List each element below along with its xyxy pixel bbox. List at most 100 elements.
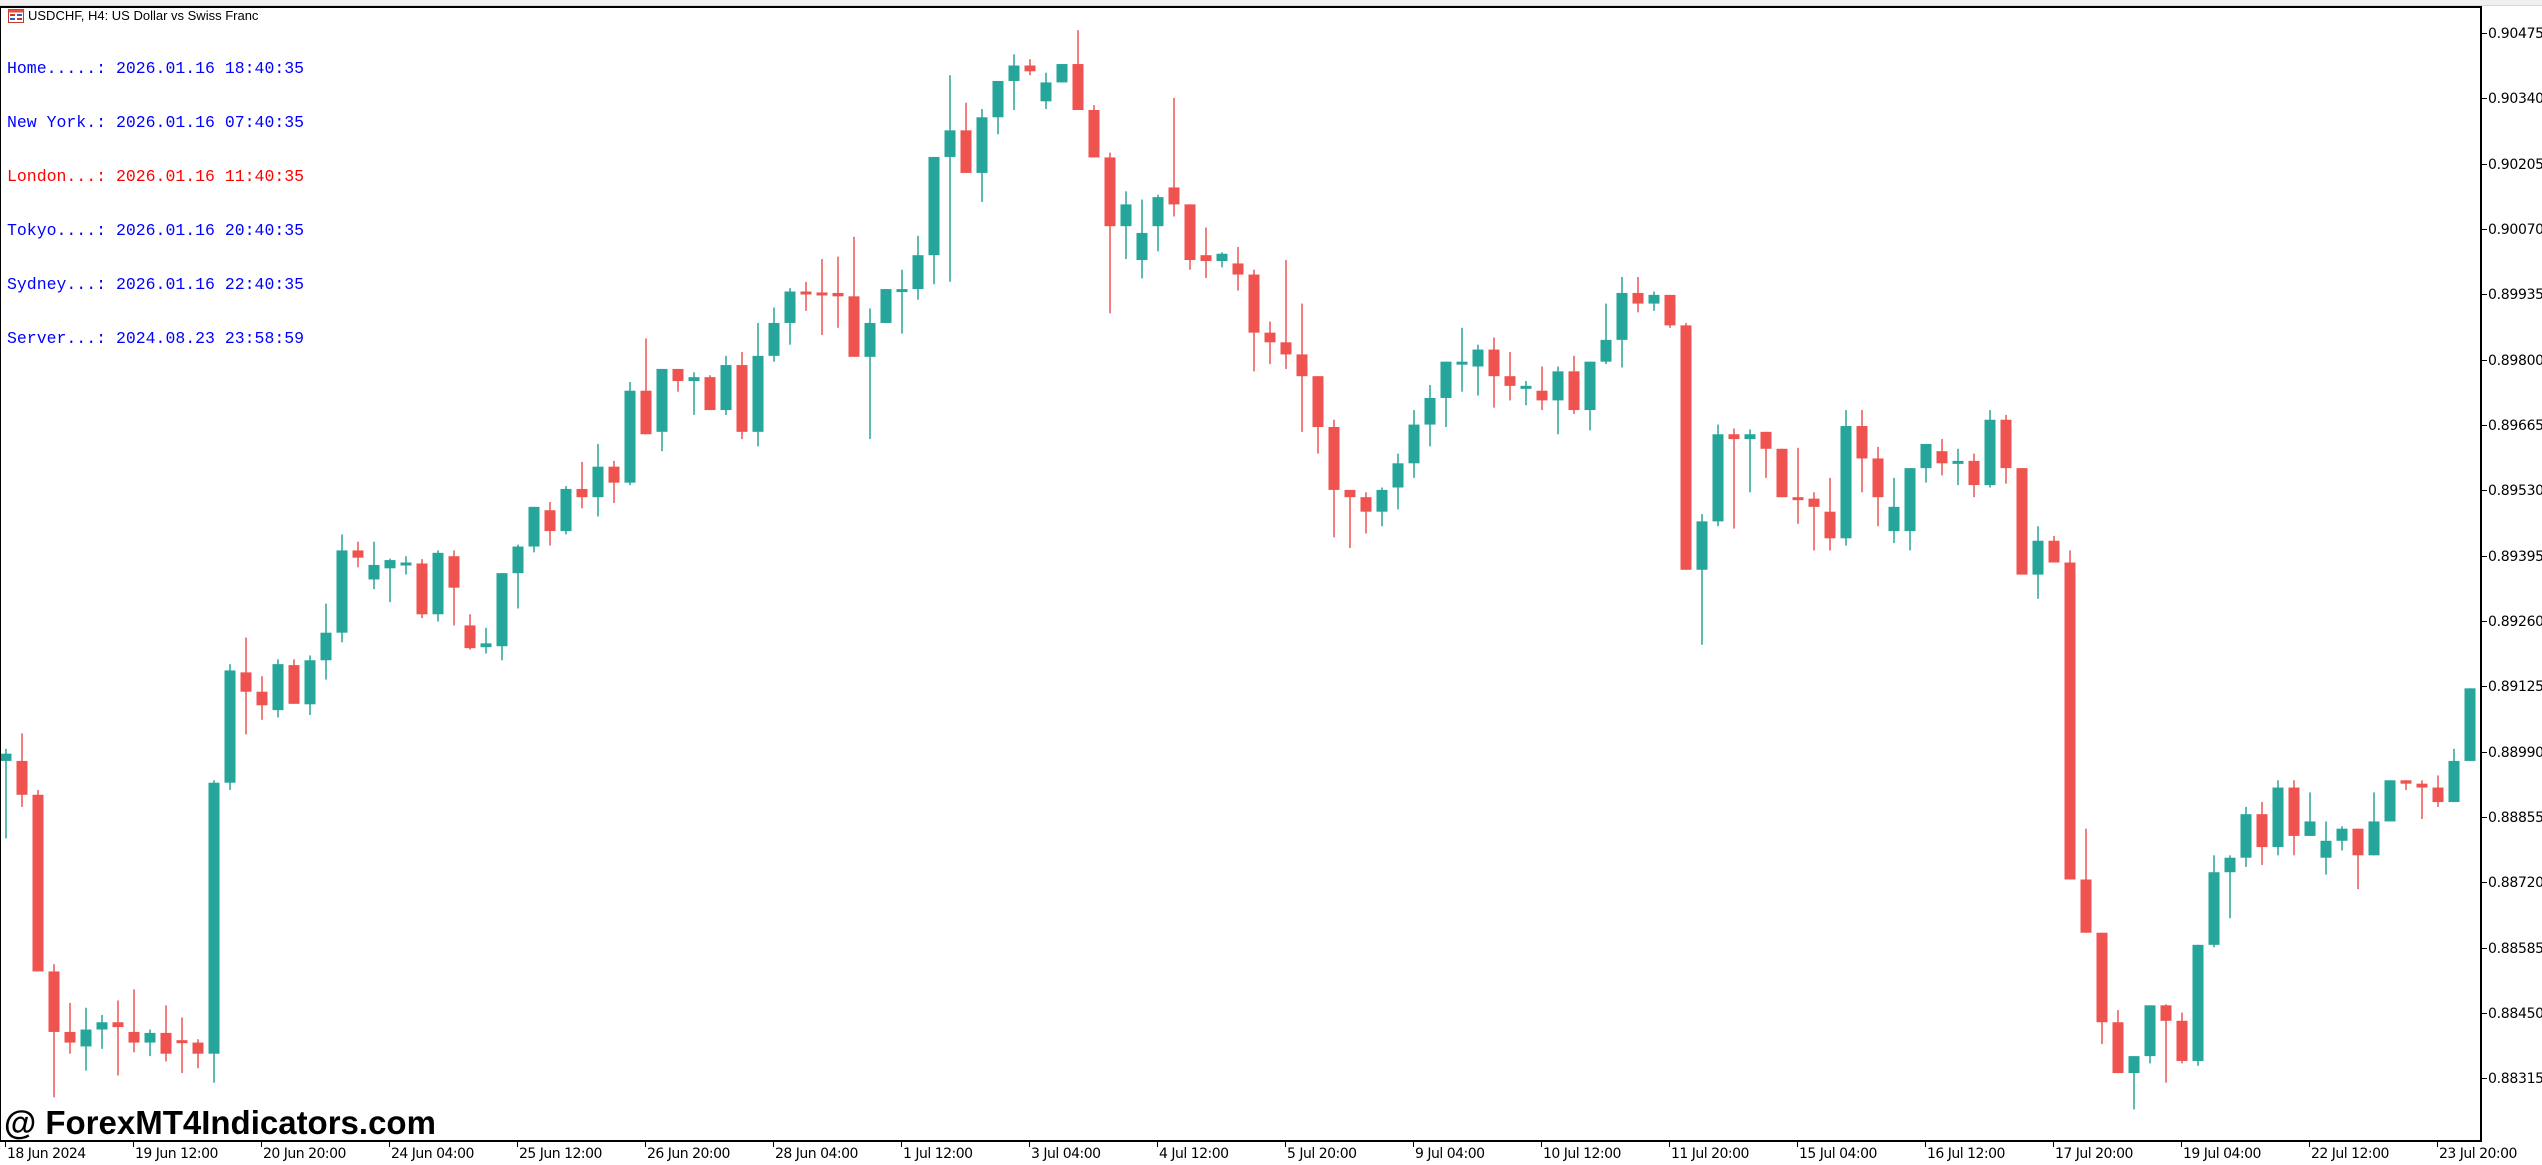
bullish-candle bbox=[2208, 855, 2220, 948]
bearish-candle bbox=[1104, 152, 1116, 314]
bearish-candle bbox=[1312, 376, 1324, 454]
bullish-candle bbox=[752, 322, 764, 447]
bearish-candle bbox=[112, 1000, 124, 1076]
bullish-candle bbox=[432, 550, 444, 622]
bearish-candle bbox=[464, 614, 476, 650]
bullish-candle bbox=[560, 486, 572, 535]
bullish-candle bbox=[1456, 327, 1468, 392]
bullish-candle bbox=[1520, 381, 1532, 406]
bullish-candle bbox=[512, 544, 524, 609]
bearish-candle bbox=[2176, 1012, 2188, 1064]
price-tick-label: 0.89125 bbox=[2488, 679, 2542, 696]
bearish-candle bbox=[1776, 448, 1788, 498]
bearish-candle bbox=[416, 559, 428, 619]
bearish-candle bbox=[1072, 30, 1084, 111]
price-tick: 0.89395 bbox=[2482, 549, 2542, 565]
bearish-candle bbox=[1088, 105, 1100, 158]
price-tick: 0.88855 bbox=[2482, 810, 2542, 826]
bearish-candle bbox=[704, 375, 716, 411]
time-tick-label: 23 Jul 20:00 bbox=[2439, 1146, 2517, 1162]
clock-value: 2026.01.16 11:40:35 bbox=[115, 167, 305, 186]
price-tick-label: 0.90205 bbox=[2488, 156, 2542, 173]
bearish-candle bbox=[1168, 97, 1180, 217]
bullish-candle bbox=[2320, 821, 2332, 875]
bullish-candle bbox=[1712, 424, 1724, 527]
time-tick-label: 19 Jul 04:00 bbox=[2183, 1146, 2261, 1162]
bullish-candle bbox=[1600, 303, 1612, 365]
bearish-candle bbox=[1728, 428, 1740, 529]
bullish-candle bbox=[2032, 526, 2044, 599]
bearish-candle bbox=[2400, 780, 2412, 790]
bullish-candle bbox=[2224, 855, 2236, 919]
bullish-candle bbox=[1008, 54, 1020, 111]
bullish-candle bbox=[592, 443, 604, 517]
price-tick: 0.90475 bbox=[2482, 26, 2542, 42]
bullish-candle bbox=[2448, 748, 2460, 803]
bullish-candle bbox=[80, 1007, 92, 1071]
bearish-candle bbox=[448, 550, 460, 626]
chart-plot-area[interactable] bbox=[0, 6, 2482, 1142]
price-tick: 0.89530 bbox=[2482, 483, 2542, 499]
bullish-candle bbox=[1472, 344, 1484, 396]
bearish-candle bbox=[1248, 269, 1260, 372]
bearish-candle bbox=[960, 102, 972, 173]
bullish-candle bbox=[1136, 199, 1148, 279]
bullish-candle bbox=[2144, 1005, 2156, 1064]
time-tick-label: 22 Jul 12:00 bbox=[2311, 1146, 2389, 1162]
bearish-candle bbox=[544, 502, 556, 546]
bearish-candle bbox=[1504, 351, 1516, 401]
clock-value: 2026.01.16 07:40:35 bbox=[115, 113, 305, 132]
bearish-candle bbox=[1856, 410, 1868, 493]
price-tick-label: 0.89395 bbox=[2488, 548, 2542, 565]
bearish-candle bbox=[192, 1039, 204, 1069]
bullish-candle bbox=[1, 748, 12, 839]
time-tick-label: 11 Jul 20:00 bbox=[1671, 1146, 1749, 1162]
candlestick-series bbox=[1, 30, 2476, 1110]
bullish-candle bbox=[624, 381, 636, 486]
price-tick: 0.88450 bbox=[2482, 1006, 2542, 1022]
bullish-candle bbox=[336, 534, 348, 643]
bearish-candle bbox=[2016, 468, 2028, 575]
watermark-text: @ ForexMT4Indicators.com bbox=[4, 1104, 436, 1141]
time-tick-label: 26 Jun 20:00 bbox=[647, 1146, 730, 1162]
price-tick-label: 0.88990 bbox=[2488, 744, 2542, 761]
bearish-candle bbox=[1568, 355, 1580, 414]
bullish-candle bbox=[944, 75, 956, 282]
bullish-candle bbox=[1744, 429, 1756, 493]
top-toolbar-strip bbox=[0, 0, 2542, 6]
bullish-candle bbox=[976, 109, 988, 202]
bullish-candle bbox=[880, 289, 892, 323]
bearish-candle bbox=[288, 659, 300, 704]
clock-row-sydney: Sydney...: 2026.01.16 22:40:35 bbox=[7, 276, 304, 294]
bullish-candle bbox=[688, 372, 700, 415]
bearish-candle bbox=[160, 1005, 172, 1062]
bullish-candle bbox=[1408, 410, 1420, 478]
time-tick-label: 19 Jun 12:00 bbox=[135, 1146, 218, 1162]
price-tick: 0.90070 bbox=[2482, 222, 2542, 238]
time-tick-label: 5 Jul 20:00 bbox=[1287, 1146, 1357, 1162]
bullish-candle bbox=[864, 308, 876, 440]
bearish-candle bbox=[1488, 337, 1500, 408]
bullish-candle bbox=[768, 307, 780, 362]
bearish-candle bbox=[2080, 828, 2092, 933]
bullish-candle bbox=[912, 235, 924, 300]
bearish-candle bbox=[128, 989, 140, 1053]
clock-row-new-york: New York.: 2026.01.16 07:40:35 bbox=[7, 114, 304, 132]
price-axis[interactable]: 0.90475 0.90340 0.90205 0.90070 0.89935 0.898… bbox=[2482, 6, 2542, 1142]
bullish-candle bbox=[2128, 1056, 2140, 1110]
bearish-candle bbox=[848, 236, 860, 357]
time-tick-label: 28 Jun 04:00 bbox=[775, 1146, 858, 1162]
bearish-candle bbox=[2160, 1004, 2172, 1083]
bullish-candle bbox=[720, 355, 732, 415]
bullish-candle bbox=[1888, 477, 1900, 544]
price-tick: 0.88990 bbox=[2482, 745, 2542, 761]
bearish-candle bbox=[2432, 775, 2444, 807]
bearish-candle bbox=[352, 541, 364, 568]
time-axis[interactable]: 18 Jun 2024 19 Jun 12:00 20 Jun 20:00 24 Ju… bbox=[0, 1142, 2517, 1165]
bearish-candle bbox=[1936, 439, 1948, 476]
price-tick-label: 0.89530 bbox=[2488, 483, 2542, 500]
bearish-candle bbox=[1968, 453, 1980, 498]
time-tick-label: 9 Jul 04:00 bbox=[1415, 1146, 1485, 1162]
chart-title: USDCHF, H4: US Dollar vs Swiss Franc bbox=[8, 8, 258, 23]
time-tick-label: 18 Jun 2024 bbox=[7, 1146, 86, 1162]
